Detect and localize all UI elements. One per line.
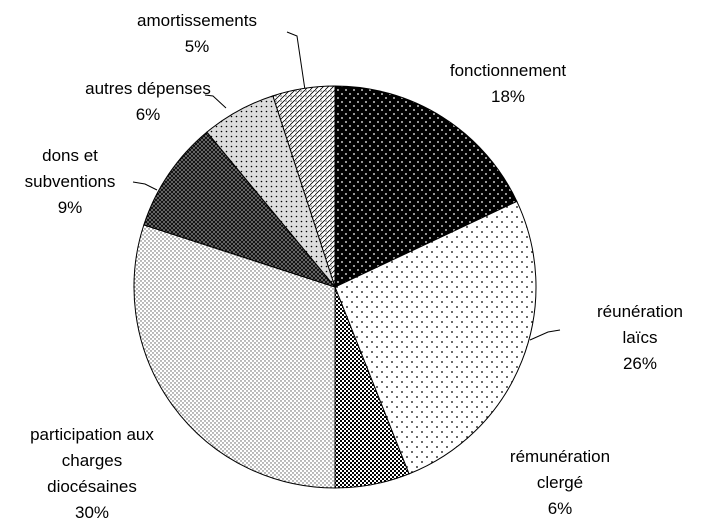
- leader-line: [529, 329, 561, 341]
- category-label: réunération laïcs: [596, 302, 684, 347]
- category-label: fonctionnement: [449, 61, 567, 80]
- category-label: dons et subventions: [24, 146, 116, 191]
- value-label: 6%: [135, 105, 161, 124]
- pie-slice: [334, 200, 537, 475]
- value-label: 26%: [622, 354, 658, 373]
- value-label: 6%: [547, 499, 573, 518]
- value-label: 18%: [490, 87, 526, 106]
- slice-label: fonctionnement 18%: [450, 58, 566, 110]
- slice-label: réunération laïcs 26%: [597, 299, 683, 377]
- pie-slice: [272, 85, 336, 288]
- value-label: 30%: [74, 503, 110, 522]
- category-label: autres dépenses: [85, 79, 211, 98]
- leader-line: [286, 31, 306, 91]
- category-label: participation aux charges diocésaines: [30, 425, 154, 496]
- pie-slice: [334, 85, 518, 288]
- value-label: 5%: [184, 37, 210, 56]
- slice-label: dons et subventions 9%: [25, 143, 116, 221]
- leader-line: [204, 94, 227, 109]
- pie-slice: [143, 131, 337, 289]
- slice-label: amortissements 5%: [137, 8, 257, 60]
- leader-lines: [132, 31, 561, 341]
- category-label: rémunération clergé: [509, 447, 611, 492]
- slice-label: autres dépenses 6%: [85, 76, 211, 128]
- value-label: 9%: [57, 198, 83, 217]
- category-label: amortissements: [137, 11, 257, 30]
- leader-line: [132, 181, 158, 191]
- pie-slice: [133, 224, 336, 489]
- slice-label: participation aux charges diocésaines 30%: [30, 422, 154, 526]
- slice-label: rémunération clergé 6%: [510, 444, 610, 522]
